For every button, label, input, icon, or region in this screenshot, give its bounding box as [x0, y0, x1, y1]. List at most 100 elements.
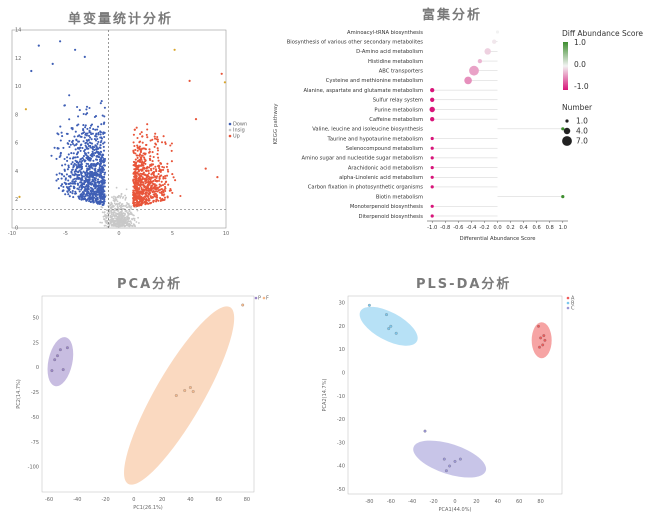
pathway-label: Biosynthesis of various other secondary …: [287, 39, 424, 45]
volcano-point-down: [71, 142, 75, 146]
pca-y-tick: 50: [33, 315, 39, 321]
volcano-point-insig: [101, 206, 104, 209]
pathway-dot: [484, 48, 491, 55]
volcano-point-insig: [125, 204, 128, 207]
volcano-point-insig: [119, 196, 122, 199]
volcano-point-insig: [103, 211, 106, 214]
volcano-point-down: [80, 165, 84, 168]
volcano-point-insig: [101, 211, 104, 214]
volcano-point-up: [140, 174, 143, 178]
volcano-point-down: [92, 190, 95, 193]
volcano-point-down: [94, 167, 97, 170]
volcano-point-up: [141, 169, 144, 172]
volcano-point-down: [69, 175, 72, 178]
volcano-point-up: [152, 196, 155, 199]
volcano-point-insig: [104, 224, 107, 227]
volcano-point-up: [154, 165, 157, 168]
volcano-point-up: [220, 72, 223, 75]
plsda-y-axis-label: PCA2(14.7%): [322, 379, 328, 412]
volcano-point-up: [154, 168, 158, 171]
volcano-point-up: [164, 187, 167, 190]
volcano-point-up: [132, 150, 135, 153]
volcano-point-up: [160, 180, 163, 183]
volcano-point-up: [150, 173, 153, 176]
volcano-point-down: [69, 143, 72, 146]
pca-frame: [41, 295, 255, 493]
volcano-point-up: [142, 152, 145, 155]
volcano-point-insig: [104, 215, 107, 218]
volcano-point-up: [154, 184, 157, 187]
plsda-x-tick: -80: [365, 499, 373, 505]
volcano-point-down: [75, 170, 78, 173]
volcano-point-up: [143, 200, 146, 203]
volcano-point-insig: [120, 195, 123, 198]
volcano-point-down: [56, 147, 59, 150]
volcano-point-up: [134, 185, 137, 188]
volcano-point-down: [103, 135, 106, 139]
volcano-point-down: [50, 154, 53, 157]
volcano-point-down: [67, 166, 70, 169]
volcano-point-down: [98, 146, 101, 149]
volcano-point-insig: [108, 202, 110, 205]
volcano-point-down: [86, 112, 89, 115]
volcano-point-up: [156, 175, 159, 178]
volcano-point-up: [163, 196, 167, 199]
volcano-point-down: [103, 176, 106, 179]
volcano-point-insig: [114, 220, 117, 222]
enrichment-x-tick-label: 0.2: [506, 225, 514, 231]
volcano-point-down: [98, 182, 101, 185]
volcano-point-down: [72, 164, 75, 167]
volcano-point-insig: [105, 217, 108, 220]
volcano-point-up: [138, 160, 141, 163]
plsda-sample-point: [542, 334, 546, 338]
volcano-point-up: [145, 178, 148, 181]
volcano-point-up: [164, 142, 167, 145]
volcano-x-tick: -5: [63, 231, 68, 237]
pca-legend-label: F: [266, 296, 269, 302]
volcano-point-down: [71, 192, 74, 195]
plsda-legend-label: A: [571, 296, 575, 302]
volcano-point-down: [73, 177, 77, 180]
volcano-point-down: [59, 125, 62, 128]
volcano-point-insig: [113, 205, 115, 208]
pca-sample-point: [191, 390, 195, 393]
volcano-point-down: [78, 176, 81, 179]
volcano-point-down: [101, 191, 104, 194]
volcano-point-insig: [120, 213, 123, 215]
volcano-point-insig: [111, 221, 114, 223]
volcano-point-insig: [112, 214, 115, 217]
volcano-point-down: [96, 188, 99, 191]
volcano-point-down: [60, 177, 63, 180]
plsda-y-tick: -50: [337, 487, 345, 493]
volcano-point-down: [103, 157, 107, 161]
volcano-point-up: [146, 165, 149, 169]
volcano-title: 单变量统计分析: [68, 12, 174, 27]
volcano-point-insig: [126, 203, 129, 205]
volcano-point-down: [93, 115, 96, 119]
volcano-point-up: [136, 160, 139, 163]
volcano-point-down: [63, 104, 66, 107]
volcano-point-down: [103, 193, 106, 196]
volcano-point-up: [146, 175, 149, 178]
volcano-point-outlier: [18, 195, 21, 198]
volcano-point-down: [96, 181, 99, 184]
volcano-point-down: [82, 112, 85, 116]
volcano-point-down: [55, 173, 58, 176]
volcano-point-up: [146, 128, 149, 131]
plsda-y-tick: 20: [339, 324, 345, 330]
volcano-point-down: [101, 182, 104, 185]
volcano-point-up: [132, 201, 136, 204]
volcano-point-down: [94, 151, 97, 154]
volcano-point-up: [167, 170, 170, 173]
volcano-point-down: [82, 175, 86, 178]
volcano-point-down: [80, 174, 83, 177]
volcano-point-up: [145, 167, 148, 170]
volcano-point-up: [154, 142, 157, 145]
volcano-point-down: [81, 196, 84, 200]
volcano-point-down: [88, 106, 91, 110]
volcano-point-down: [67, 164, 70, 167]
volcano-point-down: [73, 181, 76, 184]
plsda-y-tick: -30: [337, 440, 345, 446]
volcano-point-down: [80, 172, 83, 175]
volcano-point-down: [102, 161, 105, 164]
